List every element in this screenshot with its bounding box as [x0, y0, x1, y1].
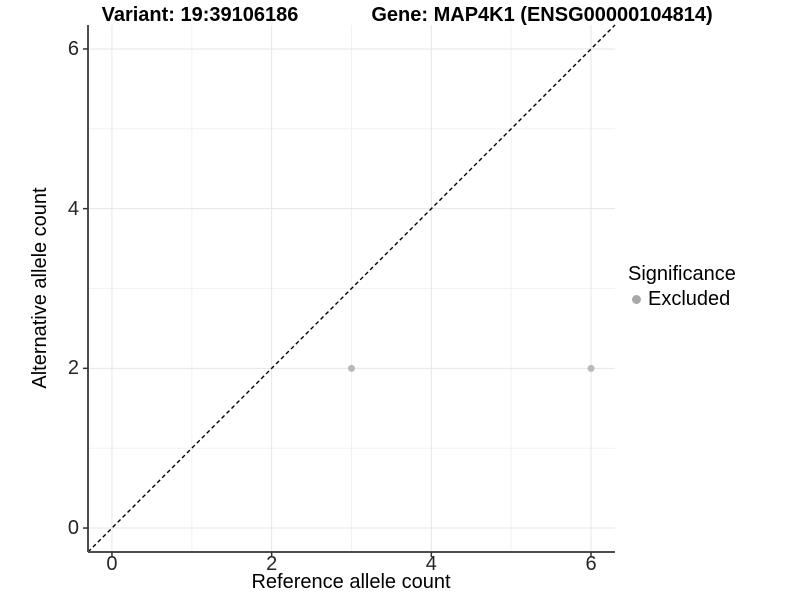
x-tick-label: 0: [106, 553, 118, 575]
x-axis-title: Reference allele count: [251, 571, 451, 593]
y-tick-label: 0: [67, 517, 79, 540]
legend-entry-label: Excluded: [648, 288, 731, 310]
data-point: [587, 364, 595, 372]
legend: Significance Excluded: [628, 262, 736, 311]
y-tick-label: 6: [67, 37, 79, 60]
x-tick-label: 6: [585, 553, 597, 575]
data-point: [348, 364, 355, 372]
x-tick-label: 4: [425, 553, 437, 575]
x-tick-label: 2: [266, 553, 278, 575]
y-tick-label: 4: [67, 197, 79, 220]
legend-entry-excluded: Excluded: [628, 287, 736, 311]
legend-title: Significance: [628, 263, 736, 285]
excluded-point-icon: [632, 294, 641, 304]
y-tick-label: 2: [67, 357, 79, 380]
plot-title-variant: Variant: 19:39106186: [101, 4, 299, 26]
plot-title-gene: Gene: MAP4K1 (ENSG00000104814): [371, 4, 713, 26]
identity-reference-line: [87, 24, 616, 553]
